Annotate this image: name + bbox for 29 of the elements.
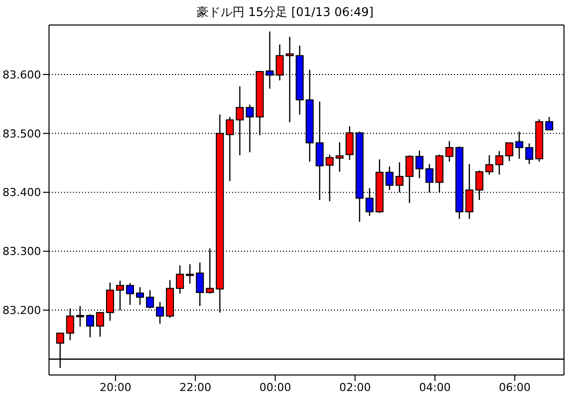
candlestick (176, 264, 184, 294)
chart-title: 豪ドル円 15分足 [01/13 06:49] (195, 4, 375, 21)
x-tick-label: 00:00 (259, 380, 292, 394)
y-tick-label: 83.600 (2, 68, 41, 82)
x-tick-label: 20:00 (100, 380, 132, 394)
candlestick (86, 314, 94, 338)
x-tick-label: 04:00 (419, 380, 451, 394)
y-tick-label: 83.300 (2, 245, 41, 258)
y-tick-label: 83.200 (2, 304, 41, 318)
candlestick (196, 262, 204, 307)
y-tick-label: 83.500 (2, 127, 41, 140)
candlestick (186, 264, 194, 284)
x-tick-label: 02:00 (339, 380, 371, 394)
y-tick-label: 83.400 (2, 186, 41, 200)
candlestick (505, 142, 514, 162)
candlestick (485, 154, 494, 176)
x-tick-label: 22:00 (180, 380, 212, 394)
candlestick (405, 154, 414, 204)
x-tick-label: 06:00 (498, 380, 531, 394)
candlestick (146, 290, 154, 310)
candlestick (545, 116, 554, 130)
candlestick (126, 282, 134, 306)
candlestick (415, 150, 424, 179)
candlestick (336, 142, 344, 172)
candlestick (445, 140, 454, 162)
candlestick (316, 101, 324, 201)
candlestick (136, 286, 144, 306)
candlestick (495, 150, 504, 176)
candlestick (386, 166, 394, 191)
